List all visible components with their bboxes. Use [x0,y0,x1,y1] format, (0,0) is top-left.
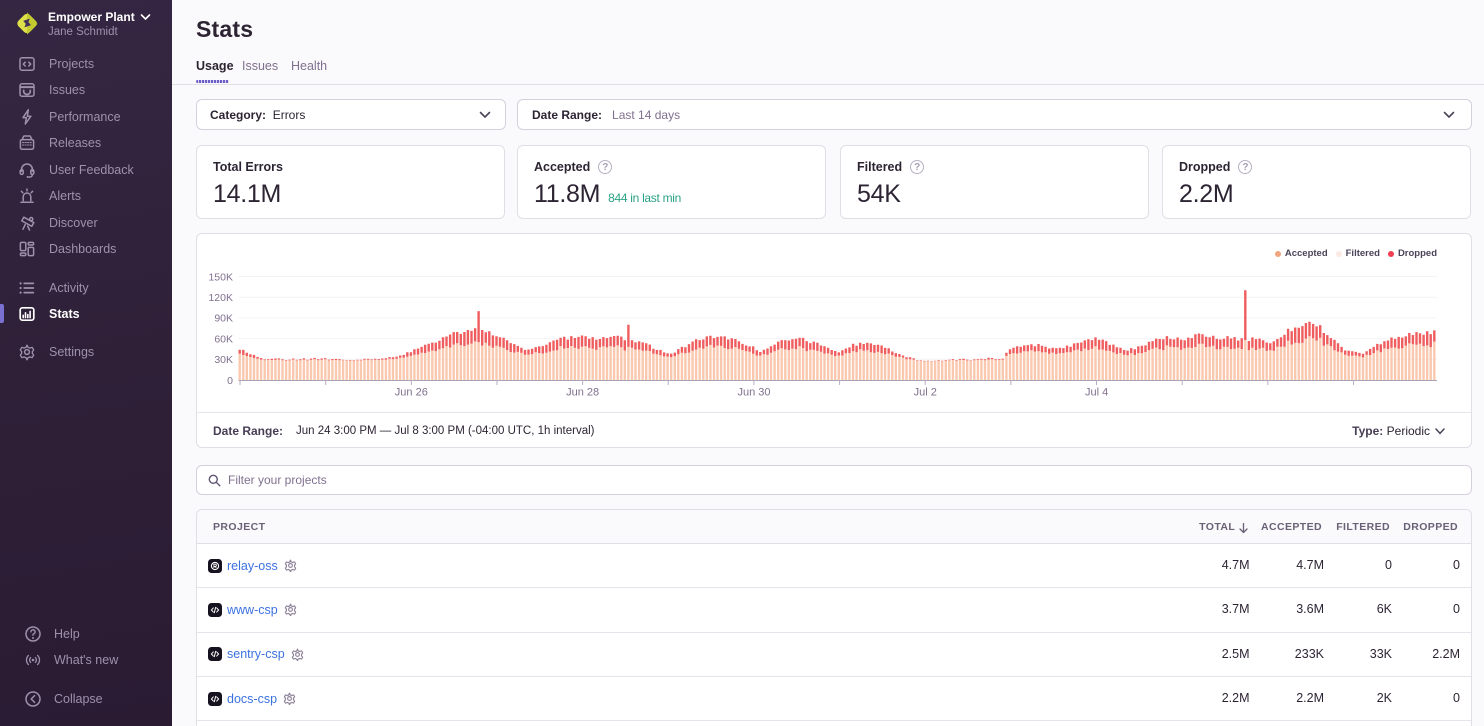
svg-text:90K: 90K [214,313,233,325]
svg-text:150K: 150K [208,271,233,283]
svg-text:120K: 120K [208,292,233,304]
svg-text:Jun 30: Jun 30 [737,387,770,399]
svg-text:Jul 2: Jul 2 [914,387,937,399]
svg-text:Jul 4: Jul 4 [1085,387,1108,399]
svg-text:60K: 60K [214,333,233,345]
svg-text:Jun 26: Jun 26 [395,387,428,399]
svg-text:0: 0 [227,375,233,387]
svg-text:Jun 28: Jun 28 [566,387,599,399]
svg-text:30K: 30K [214,354,233,366]
